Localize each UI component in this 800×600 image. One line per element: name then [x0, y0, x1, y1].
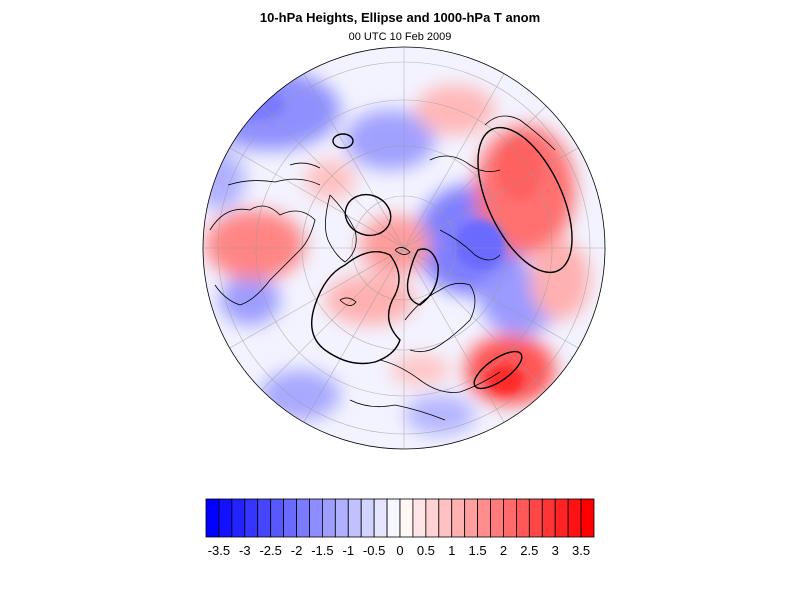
- colorbar-cell: [516, 498, 530, 538]
- colorbar-cell: [438, 498, 453, 538]
- colorbar-tick-label: 2.5: [520, 543, 538, 558]
- colorbar-tick-labels: -3.5 -3 -2.5 -2 -1.5 -1 -0.5 0 0.5 1 1.5 2 2.5 3 3.5: [208, 543, 590, 558]
- colorbar-cell: [283, 498, 297, 538]
- colorbar-cell: [360, 498, 375, 538]
- colorbar-cell: [399, 498, 414, 538]
- colorbar-cell: [270, 498, 285, 538]
- colorbar-tick-label: -2.5: [259, 543, 281, 558]
- colorbar-tick-label: 0: [396, 543, 403, 558]
- coastlines: [209, 115, 556, 421]
- colorbar-cell: [412, 498, 427, 538]
- colorbar-cell: [477, 498, 491, 538]
- height-contours: [311, 126, 573, 390]
- map-title: 10-hPa Heights, Ellipse and 1000-hPa T a…: [259, 10, 541, 25]
- colorbar-cell: [296, 498, 310, 538]
- colorbar-tick-label: -3: [239, 543, 251, 558]
- colorbar-tick-label: 0.5: [417, 543, 435, 558]
- colorbar-tick-label: 3: [552, 543, 559, 558]
- colorbar-cells: [205, 498, 595, 538]
- colorbar-tick-label: -0.5: [363, 543, 385, 558]
- colorbar-tick-label: 1.5: [469, 543, 487, 558]
- colorbar-tick-label: -2: [291, 543, 303, 558]
- globe-outline: [202, 46, 606, 450]
- colorbar-tick-label: -3.5: [208, 543, 230, 558]
- colorbar-tick-label: 3.5: [572, 543, 590, 558]
- colorbar-cell: [541, 498, 556, 538]
- colorbar-cell: [347, 498, 362, 538]
- colorbar-cell: [503, 498, 517, 538]
- colorbar-cell: [490, 498, 504, 538]
- colorbar-tick-label: 2: [500, 543, 507, 558]
- colorbar-cell: [425, 498, 440, 538]
- colorbar-cell: [386, 498, 401, 538]
- temperature-anomaly-field: [203, 47, 605, 449]
- colorbar-cell: [309, 498, 323, 538]
- colorbar-cell: [321, 498, 336, 538]
- colorbar-cell: [528, 498, 543, 538]
- colorbar-cell: [554, 498, 569, 538]
- colorbar-cell: [244, 498, 259, 538]
- colorbar-cell: [218, 498, 233, 538]
- colorbar-tick-label: -1.5: [311, 543, 333, 558]
- map-subtitle: 00 UTC 10 Feb 2009: [348, 31, 452, 43]
- colorbar-tick-label: -1: [342, 543, 354, 558]
- colorbar-cell: [567, 498, 582, 538]
- colorbar-cell: [373, 498, 388, 538]
- colorbar-cell: [464, 498, 479, 538]
- colorbar-cell: [257, 498, 272, 538]
- colorbar-cell: [451, 498, 466, 538]
- colorbar-cell: [231, 498, 246, 538]
- colorbar-cell: [205, 498, 220, 538]
- colorbar-cell: [580, 498, 595, 538]
- colorbar-tick-label: 1: [448, 543, 455, 558]
- colorbar-cell: [334, 498, 349, 538]
